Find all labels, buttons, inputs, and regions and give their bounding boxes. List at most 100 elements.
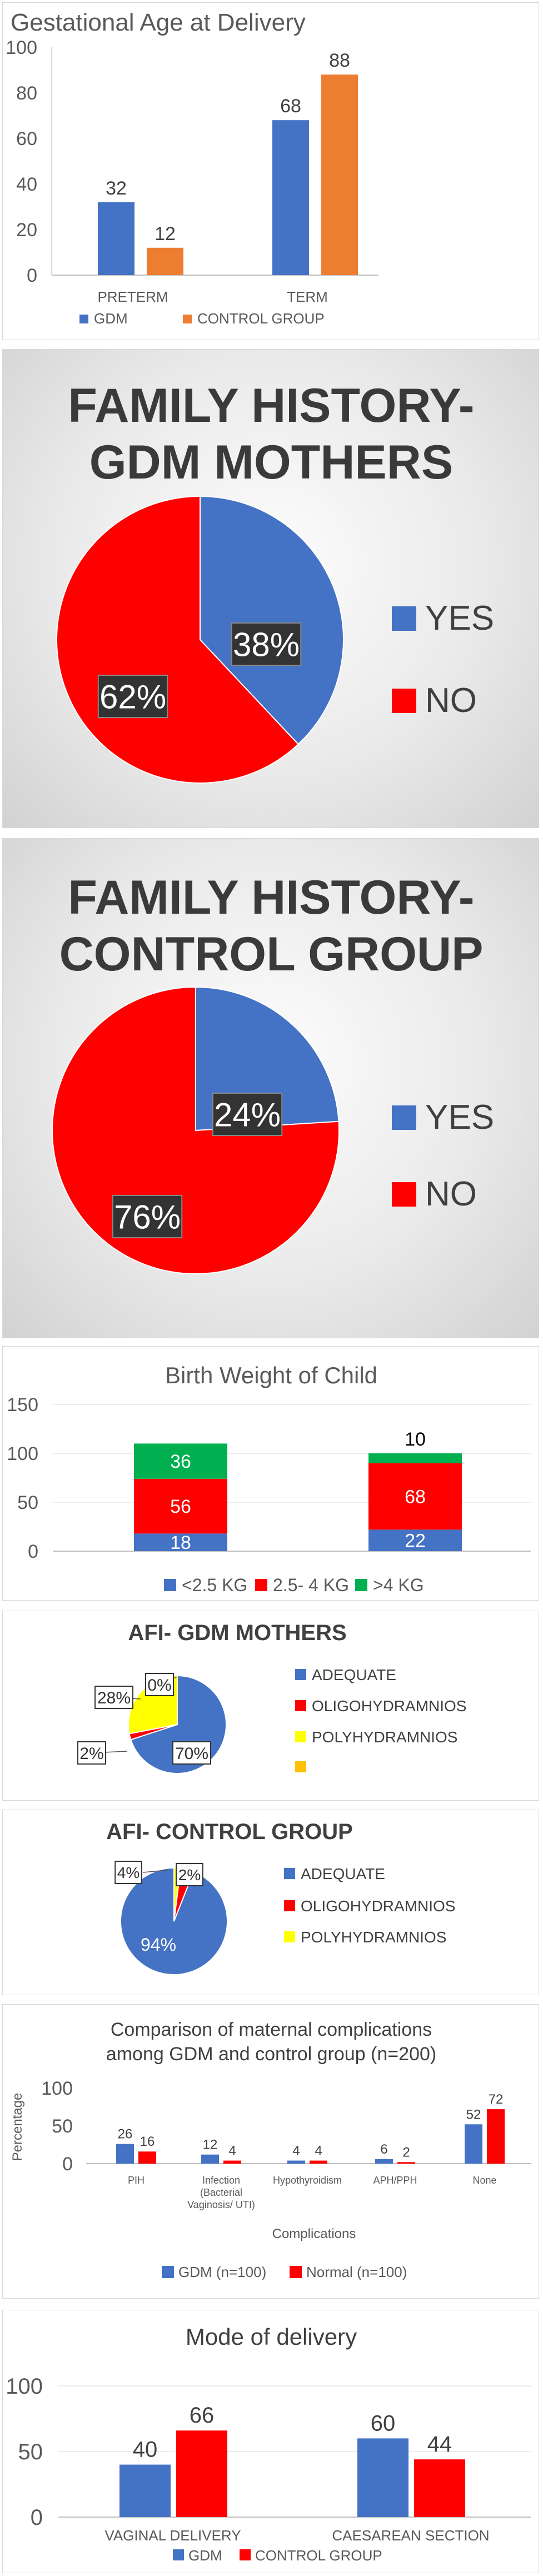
data-label: 60 bbox=[371, 2411, 396, 2435]
category-label: PRETERM bbox=[97, 288, 168, 305]
data-label-box bbox=[112, 1195, 183, 1238]
legend-label: CONTROL GROUP bbox=[197, 310, 325, 327]
data-label: 88 bbox=[329, 50, 350, 71]
legend-swatch bbox=[392, 606, 416, 631]
data-label-box bbox=[77, 1741, 106, 1765]
data-label: 4 bbox=[315, 2144, 322, 2159]
legend-swatch bbox=[284, 1868, 295, 1879]
x-axis-label: Complications bbox=[272, 2226, 356, 2241]
legend-label: OLIGOHYDRAMNIOS bbox=[301, 1897, 455, 1915]
bar bbox=[201, 2154, 219, 2164]
y-tick-label: 50 bbox=[17, 1492, 38, 1513]
bar bbox=[487, 2109, 505, 2164]
legend-label: OLIGOHYDRAMNIOS bbox=[312, 1697, 466, 1715]
data-label: 70% bbox=[175, 1745, 208, 1763]
data-label-box bbox=[94, 1686, 133, 1709]
data-label: 24% bbox=[214, 1097, 281, 1134]
chart-title-line1: Comparison of maternal complications bbox=[111, 2019, 432, 2040]
family-history-control-panel: FAMILY HISTORY- CONTROL GROUP 24% 76% YES N… bbox=[2, 838, 539, 1338]
y-tick-label: 40 bbox=[16, 174, 37, 195]
legend-label: 2.5- 4 KG bbox=[273, 1575, 349, 1595]
data-label: 12 bbox=[155, 223, 176, 245]
category-label: Hypothyroidism bbox=[273, 2175, 342, 2186]
bar bbox=[176, 2430, 227, 2517]
family-history-gdm-panel: FAMILY HISTORY- GDM MOTHERS 38% 62% YES NO bbox=[2, 349, 539, 828]
legend-swatch bbox=[284, 1900, 295, 1911]
chart-title-line2: GDM MOTHERS bbox=[89, 436, 454, 489]
y-tick-label: 100 bbox=[6, 37, 37, 58]
pie-slice bbox=[200, 495, 344, 745]
data-label: 0% bbox=[147, 1676, 171, 1695]
legend-label: YES bbox=[425, 1098, 494, 1137]
y-tick-label: 0 bbox=[62, 2154, 73, 2175]
legend-swatch bbox=[295, 1761, 306, 1772]
legend-label: YES bbox=[425, 599, 494, 637]
y-axis-label: Percentage bbox=[10, 2093, 25, 2161]
legend-swatch bbox=[295, 1731, 306, 1742]
category-label: PIH bbox=[128, 2175, 145, 2186]
legend-swatch bbox=[392, 689, 416, 713]
complications-chart: Comparison of maternal complications amo… bbox=[10, 2019, 531, 2280]
data-label: 4 bbox=[228, 2144, 236, 2159]
data-label: 56 bbox=[170, 1496, 191, 1517]
legend-label: POLYHYDRAMNIOS bbox=[312, 1728, 457, 1746]
chart-title-line2: among GDM and control group (n=200) bbox=[106, 2044, 436, 2065]
legend-swatch bbox=[290, 2266, 302, 2278]
bar-segment bbox=[134, 1443, 227, 1479]
data-label: 10 bbox=[405, 1429, 426, 1450]
data-label: 38% bbox=[233, 626, 300, 664]
leader-line bbox=[142, 1870, 168, 1873]
gestational-age-chart: Gestational Age at Delivery 0 20 40 60 80 100… bbox=[6, 9, 378, 327]
data-label: 2% bbox=[79, 1745, 103, 1763]
category-label: Infection bbox=[202, 2175, 240, 2186]
legend-swatch bbox=[392, 1105, 416, 1130]
legend-label: >4 KG bbox=[373, 1575, 424, 1595]
legend-label: ADEQUATE bbox=[312, 1666, 396, 1683]
data-label: 2 bbox=[402, 2145, 410, 2160]
data-label: 36 bbox=[170, 1451, 191, 1472]
data-label: 40 bbox=[133, 2438, 158, 2462]
y-tick-label: 0 bbox=[28, 1541, 38, 1562]
legend-label: CONTROL GROUP bbox=[255, 2547, 382, 2564]
chart-title-line1: FAMILY HISTORY- bbox=[68, 871, 474, 924]
bar bbox=[119, 2464, 171, 2517]
bar bbox=[375, 2159, 393, 2164]
data-label: 44 bbox=[427, 2432, 452, 2457]
data-label: 32 bbox=[106, 178, 127, 199]
family-history-gdm-chart: FAMILY HISTORY- GDM MOTHERS 38% 62% YES NO bbox=[56, 379, 494, 784]
legend-label: ADEQUATE bbox=[301, 1865, 385, 1882]
bar-segment bbox=[368, 1463, 462, 1530]
birth-weight-chart: Birth Weight of Child 0 50 100 150 18 56 36 22 6… bbox=[7, 1362, 531, 1595]
chart-title: AFI- CONTROL GROUP bbox=[106, 1820, 353, 1844]
category-sublabel: (Bacterial bbox=[200, 2187, 242, 2198]
chart-title-line2: CONTROL GROUP bbox=[59, 928, 484, 981]
y-tick-label: 60 bbox=[16, 128, 37, 150]
bar bbox=[321, 74, 358, 275]
legend-swatch bbox=[392, 1182, 416, 1207]
bar-segment bbox=[134, 1478, 227, 1534]
data-label: 18 bbox=[170, 1532, 191, 1553]
bar bbox=[397, 2162, 415, 2164]
data-label: 4% bbox=[117, 1864, 140, 1881]
data-label: 22 bbox=[405, 1531, 426, 1552]
y-tick-label: 50 bbox=[52, 2116, 73, 2137]
chart-title-line1: FAMILY HISTORY- bbox=[68, 379, 474, 432]
legend-swatch bbox=[79, 315, 88, 323]
legend-swatch bbox=[284, 1931, 295, 1942]
bar bbox=[414, 2459, 465, 2517]
y-tick-label: 100 bbox=[6, 2374, 43, 2399]
y-tick-label: 0 bbox=[27, 265, 37, 286]
data-label: 2% bbox=[178, 1866, 201, 1884]
data-label: 68 bbox=[405, 1486, 426, 1507]
afi-control-chart: AFI- CONTROL GROUP 94% 4% 2% ADEQUATE OLIGOH… bbox=[106, 1820, 455, 1975]
data-label: 4 bbox=[292, 2144, 300, 2159]
legend-swatch bbox=[173, 2549, 184, 2560]
data-label: 62% bbox=[99, 679, 166, 716]
legend-label: GDM (n=100) bbox=[178, 2264, 266, 2280]
legend-swatch bbox=[162, 2266, 174, 2278]
family-history-control-chart: FAMILY HISTORY- CONTROL GROUP 24% 76% YES N… bbox=[52, 871, 494, 1274]
y-tick-label: 20 bbox=[16, 220, 37, 241]
bar bbox=[116, 2144, 134, 2164]
data-label-box bbox=[114, 1861, 142, 1884]
chart-title: Birth Weight of Child bbox=[165, 1362, 377, 1388]
